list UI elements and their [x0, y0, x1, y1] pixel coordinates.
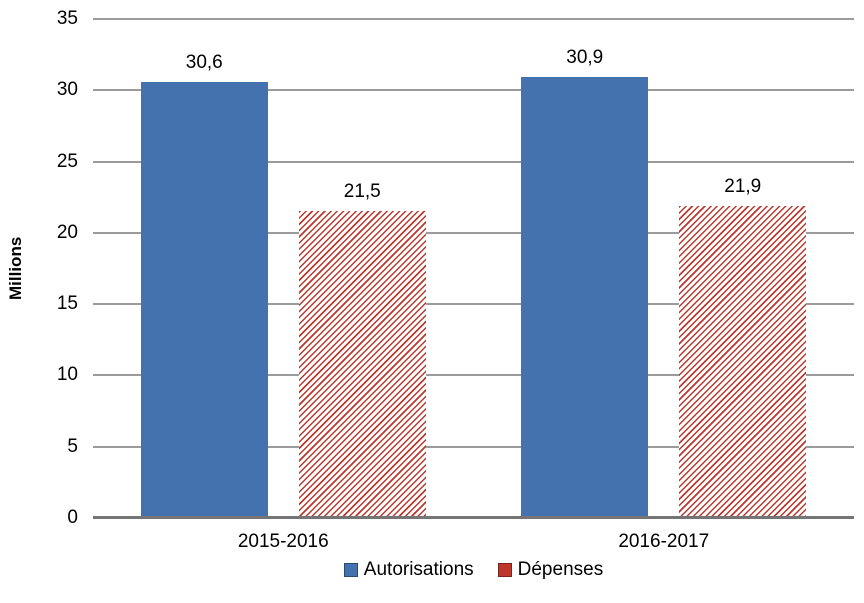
bar-autorisations-2015-2016 — [140, 81, 268, 518]
legend: Autorisations Dépenses — [93, 557, 854, 583]
bar-autorisations-2016-2017 — [521, 77, 649, 518]
x-axis-label-2015-2016: 2015-2016 — [237, 531, 329, 552]
bar-dépenses-2015-2016 — [298, 211, 426, 518]
gridline-30 — [93, 89, 854, 92]
bar-dépenses-2016-2017 — [679, 205, 807, 518]
y-tick-label-10: 10 — [56, 364, 78, 386]
plot-area: 0 5 10 15 20 25 30 35 30,6 21,5 2015-2016 30,9 21,9 2… — [57, 8, 854, 552]
legend-item-autorisations: Autorisations — [343, 559, 474, 581]
y-tick-label-35: 35 — [56, 8, 78, 29]
value-label-autorisations-2015-2016: 30,6 — [185, 51, 223, 73]
gridline-5 — [93, 445, 854, 448]
y-tick-label-0: 0 — [67, 507, 78, 528]
depenses-swatch — [497, 563, 512, 577]
y-tick-label-25: 25 — [56, 150, 78, 172]
bar-group-2016-2017: 30,9 21,9 2016-2017 — [521, 19, 807, 552]
gridline-25 — [93, 160, 854, 163]
y-tick-label-20: 20 — [56, 221, 78, 243]
y-tick-label-30: 30 — [56, 79, 78, 101]
legend-label-autorisations: Autorisations — [363, 559, 474, 580]
y-tick-label-15: 15 — [56, 293, 78, 315]
gridline-35 — [93, 18, 854, 20]
legend-label-depenses: Dépenses — [517, 559, 604, 580]
gridline-10 — [93, 374, 854, 377]
value-label-dépenses-2015-2016: 21,5 — [343, 181, 381, 203]
legend-item-depenses: Dépenses — [497, 559, 604, 581]
y-tick-label-5: 5 — [67, 435, 78, 457]
gridline-20 — [93, 231, 854, 234]
autorisations-swatch — [343, 563, 358, 577]
value-label-dépenses-2016-2017: 21,9 — [724, 175, 762, 197]
x-axis-line — [93, 516, 854, 519]
x-axis-label-2016-2017: 2016-2017 — [618, 531, 710, 552]
value-label-autorisations-2016-2017: 30,9 — [566, 47, 604, 69]
gridline-15 — [93, 303, 854, 306]
bar-group-2015-2016: 30,6 21,5 2015-2016 — [140, 19, 426, 552]
